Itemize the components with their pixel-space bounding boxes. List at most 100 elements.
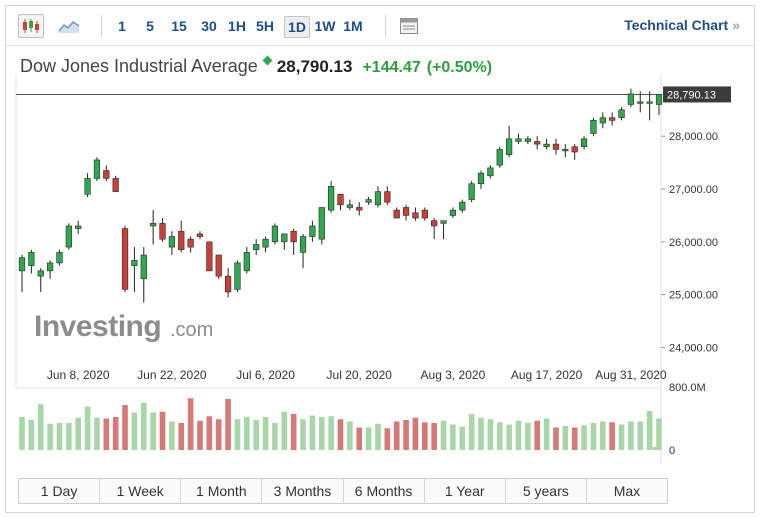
candle-body[interactable]: [28, 252, 35, 266]
candle-body[interactable]: [65, 225, 72, 248]
candle-body[interactable]: [534, 141, 541, 145]
candle-body[interactable]: [281, 233, 288, 243]
candle-body[interactable]: [253, 244, 260, 251]
range-button-3-months[interactable]: 3 Months: [262, 479, 344, 503]
range-button-1-month[interactable]: 1 Month: [181, 479, 263, 503]
candle-body[interactable]: [75, 225, 82, 229]
candle-body[interactable]: [290, 230, 297, 243]
candle-body[interactable]: [543, 143, 550, 148]
candle-body[interactable]: [140, 254, 147, 280]
interval-button-15[interactable]: 15: [171, 18, 187, 34]
candle-body[interactable]: [506, 138, 513, 155]
interval-button-30[interactable]: 30: [201, 18, 217, 34]
candle-body[interactable]: [412, 212, 419, 219]
candle-body[interactable]: [56, 252, 63, 264]
volume-bar: [337, 419, 344, 450]
candle-body[interactable]: [356, 207, 363, 211]
candle-body[interactable]: [618, 109, 625, 118]
candle-body[interactable]: [309, 225, 316, 237]
candle-body[interactable]: [168, 236, 175, 248]
interval-button-5[interactable]: 5: [146, 18, 154, 34]
candle-body[interactable]: [515, 138, 522, 142]
candle-body[interactable]: [187, 238, 194, 248]
candle-body[interactable]: [121, 228, 129, 290]
range-button-1-day[interactable]: 1 Day: [19, 479, 101, 503]
candle-body[interactable]: [440, 220, 447, 224]
candle-body[interactable]: [271, 225, 279, 243]
candle-body[interactable]: [243, 252, 250, 272]
candle-body[interactable]: [449, 209, 457, 216]
volume-bar: [431, 423, 437, 450]
interval-button-5h[interactable]: 5H: [256, 18, 274, 34]
range-button-5-years[interactable]: 5 years: [506, 479, 587, 503]
candle-body[interactable]: [468, 183, 475, 200]
candle-body[interactable]: [421, 209, 428, 219]
candle-body[interactable]: [402, 207, 410, 216]
candle-body[interactable]: [599, 117, 606, 124]
candle-body[interactable]: [224, 275, 232, 293]
candle-body[interactable]: [299, 236, 307, 253]
chart-settings-icon[interactable]: [396, 14, 422, 38]
candle-body[interactable]: [112, 178, 119, 192]
candle-body[interactable]: [637, 101, 644, 104]
candle-body[interactable]: [431, 220, 438, 227]
interval-button-1m[interactable]: 1M: [343, 18, 363, 34]
volume-bar: [393, 421, 400, 450]
candle-body[interactable]: [215, 254, 222, 277]
volume-bar: [384, 428, 391, 450]
range-button-max[interactable]: Max: [613, 483, 641, 499]
candle-body[interactable]: [103, 170, 110, 179]
candle-body[interactable]: [459, 201, 466, 211]
volume-bar: [215, 419, 222, 450]
technical-chart-link[interactable]: Technical Chart»: [624, 17, 740, 33]
interval-button-1h[interactable]: 1H: [228, 18, 246, 34]
candlestick-chart[interactable]: 24,000.00 25,000.00 26,000.00 27,000.00 28,0…: [6, 6, 754, 466]
candle-body[interactable]: [150, 223, 157, 227]
candle-body[interactable]: [178, 230, 185, 251]
toolbar-divider: [101, 15, 102, 37]
candle-body[interactable]: [646, 101, 653, 104]
candle-body[interactable]: [487, 167, 494, 177]
interval-button-1d[interactable]: 1D: [284, 16, 310, 38]
candle-body[interactable]: [365, 199, 372, 203]
volume-bar: [56, 423, 63, 450]
candle-body[interactable]: [159, 223, 166, 240]
area-chart-icon[interactable]: [56, 14, 82, 38]
range-button-6-months[interactable]: 6 Months: [344, 479, 425, 503]
candle-body[interactable]: [562, 149, 569, 152]
candle-body[interactable]: [206, 241, 213, 272]
candle-body[interactable]: [384, 191, 391, 203]
candle-body[interactable]: [524, 138, 531, 142]
candle-body[interactable]: [552, 143, 560, 150]
candle-body[interactable]: [337, 193, 344, 206]
candle-body[interactable]: [374, 191, 382, 206]
candle-body[interactable]: [571, 146, 578, 153]
volume-bar: [140, 402, 147, 450]
candle-body[interactable]: [496, 149, 503, 166]
candle-body[interactable]: [477, 172, 485, 185]
candle-body[interactable]: [590, 120, 597, 134]
candle-body[interactable]: [580, 138, 588, 148]
candle-body[interactable]: [627, 93, 635, 105]
candle-body[interactable]: [318, 207, 325, 240]
candle-body[interactable]: [131, 259, 138, 266]
candle-body[interactable]: [393, 209, 400, 219]
candle-body[interactable]: [196, 233, 204, 237]
candle-body[interactable]: [84, 178, 91, 195]
candle-body[interactable]: [93, 159, 101, 179]
candle-body[interactable]: [262, 238, 269, 248]
candle-body[interactable]: [328, 186, 335, 211]
candle-body[interactable]: [346, 204, 353, 208]
range-button-1-week[interactable]: 1 Week: [100, 479, 182, 503]
candle-body[interactable]: [609, 117, 616, 121]
watermark-logo-suffix: .com: [170, 319, 213, 341]
candle-body[interactable]: [37, 270, 44, 277]
candle-body[interactable]: [234, 262, 241, 290]
interval-button-1w[interactable]: 1W: [314, 18, 336, 34]
candle-body[interactable]: [46, 262, 54, 272]
interval-button-1[interactable]: 1: [118, 18, 126, 34]
candle-body[interactable]: [655, 94, 663, 105]
candlestick-icon[interactable]: [18, 14, 44, 38]
candle-body[interactable]: [18, 257, 26, 272]
range-button-1-year[interactable]: 1 Year: [425, 479, 506, 503]
